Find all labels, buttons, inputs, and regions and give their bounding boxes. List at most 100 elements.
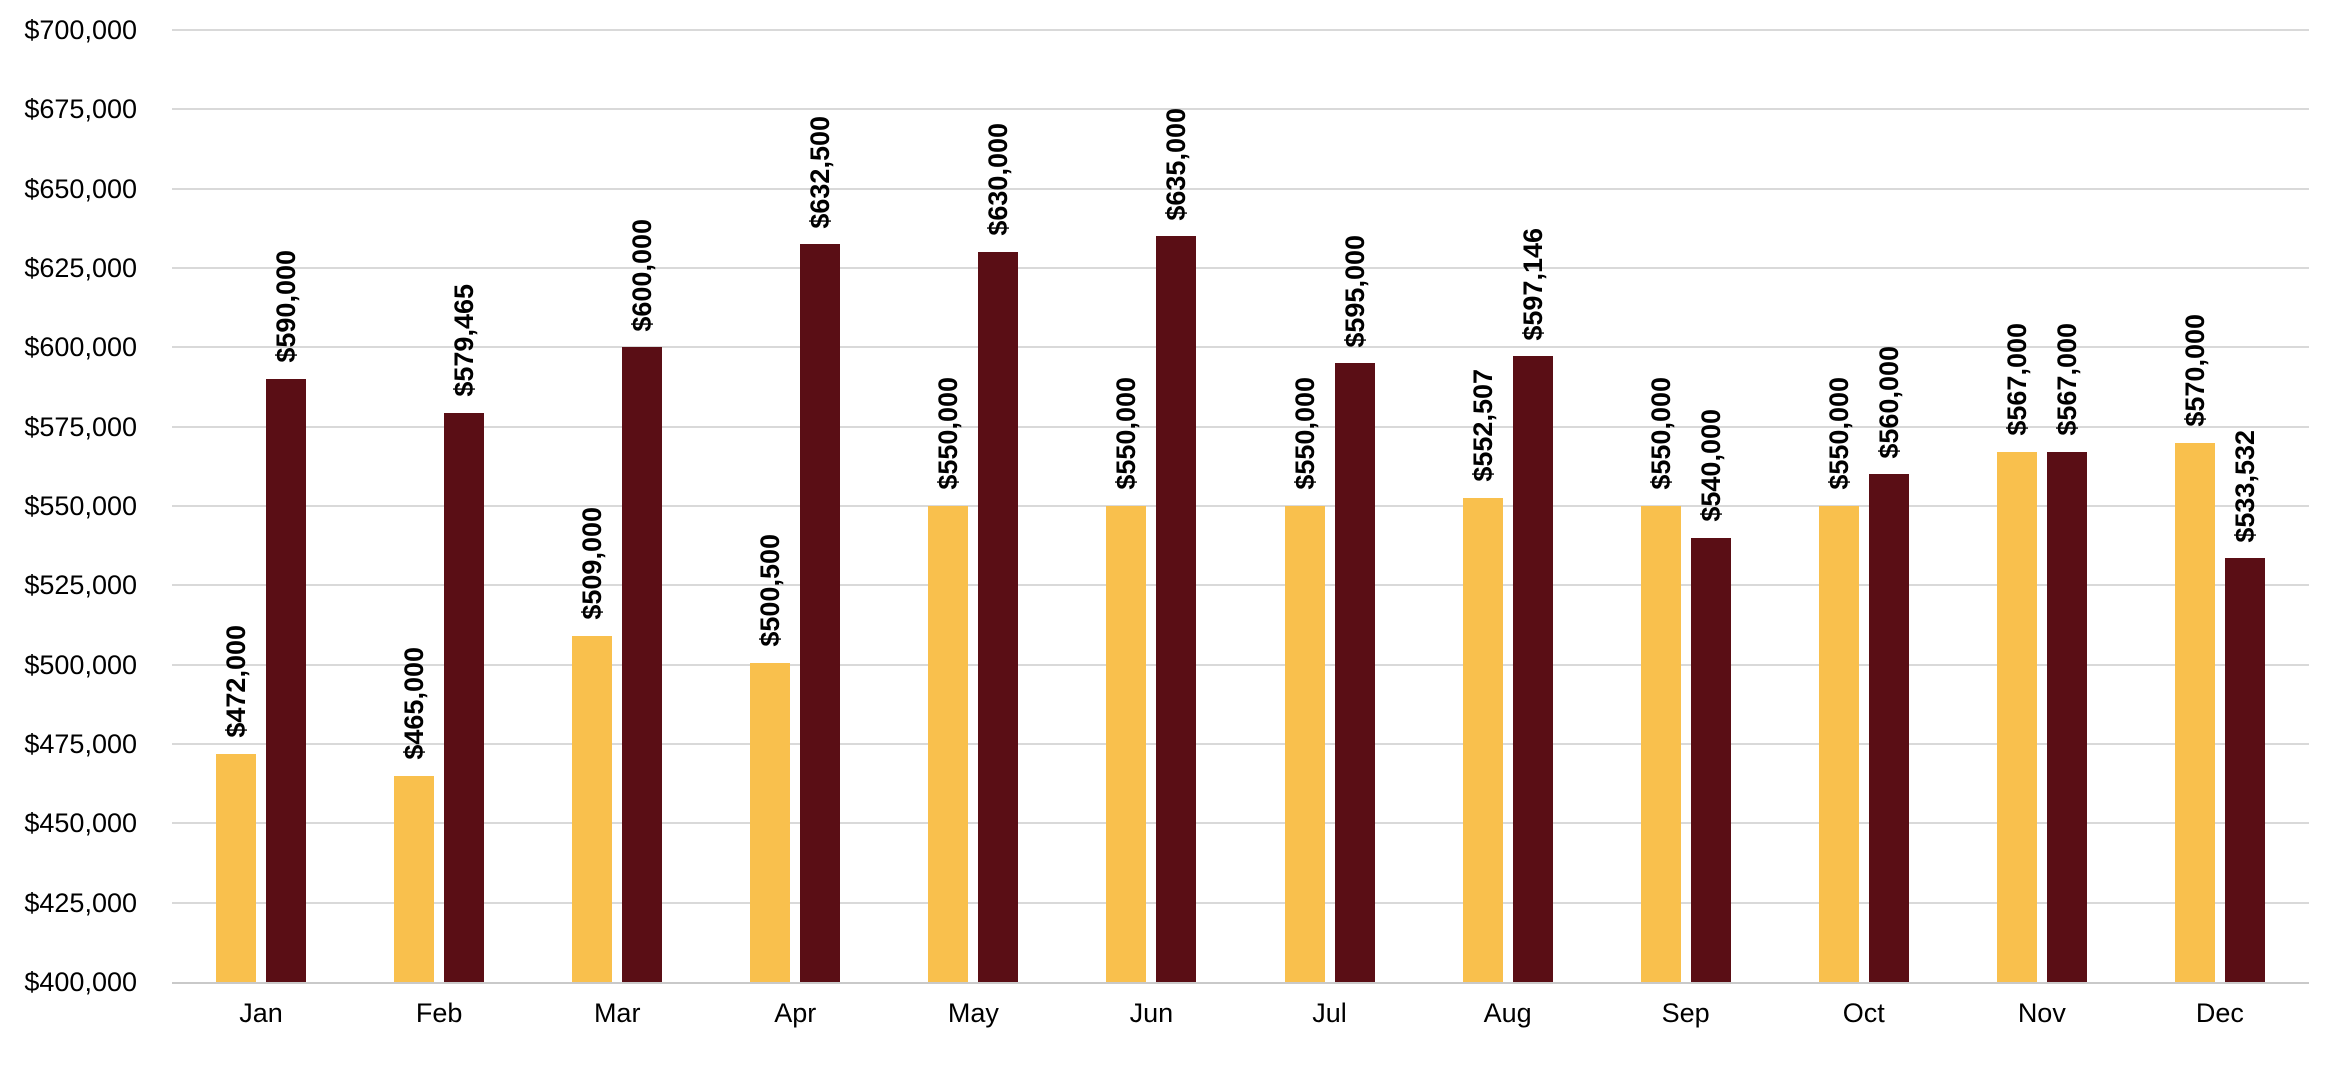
gold-bar-aug: $552,507 bbox=[1462, 369, 1503, 982]
bar-value-label: $635,000 bbox=[1161, 107, 1192, 221]
bar-group-apr: $500,500 $632,500 bbox=[706, 30, 884, 982]
y-axis-tick-label: $600,000 bbox=[24, 332, 137, 363]
y-axis-tick-label: $650,000 bbox=[24, 173, 137, 204]
maroon-bar-apr: $632,500 bbox=[800, 116, 841, 982]
gridline bbox=[172, 901, 2309, 904]
gridline bbox=[172, 108, 2309, 111]
x-axis-label-aug: Aug bbox=[1483, 998, 1532, 1028]
bar-value-label: $590,000 bbox=[271, 250, 302, 364]
gold-bar-oct: $550,000 bbox=[1818, 377, 1859, 982]
gold-bar-jan: $472,000 bbox=[216, 625, 257, 982]
y-axis-tick-label: $525,000 bbox=[24, 570, 137, 601]
y-axis-tick-label: $700,000 bbox=[24, 15, 137, 45]
gold-bar-dec: $570,000 bbox=[2174, 314, 2215, 982]
bar-value-label: $570,000 bbox=[2179, 313, 2210, 427]
y-axis-tick-label: $575,000 bbox=[24, 411, 137, 442]
maroon-bar-nov: $567,000 bbox=[2046, 323, 2087, 982]
maroon-bar-mar: $600,000 bbox=[622, 219, 663, 982]
y-axis-tick-label: $675,000 bbox=[24, 94, 137, 125]
bar-value-label: $552,507 bbox=[1467, 369, 1498, 482]
maroon-bar-jul: $595,000 bbox=[1334, 235, 1375, 982]
bar-groups: $472,000 $590,000 $465,000 $579,465 $509,000… bbox=[172, 30, 2309, 982]
bar-group-jan: $472,000 $590,000 bbox=[172, 30, 350, 982]
gridline bbox=[172, 505, 2309, 507]
bar-group-aug: $552,507 $597,146 bbox=[1419, 30, 1597, 982]
bar-value-label: $567,000 bbox=[2051, 323, 2082, 437]
maroon-bar-dec: $533,532 bbox=[2224, 430, 2265, 982]
gold-bar-apr: $500,500 bbox=[750, 534, 791, 982]
y-axis-tick-label: $450,000 bbox=[24, 808, 137, 839]
y-axis-labels: $700,000 $675,000 $650,000 $625,000 $600,000… bbox=[0, 0, 137, 1066]
gold-bar-jul: $550,000 bbox=[1284, 377, 1325, 982]
gold-bar-sep: $550,000 bbox=[1640, 377, 1681, 982]
bar-value-label: $550,000 bbox=[1289, 377, 1320, 490]
bar-value-label: $579,465 bbox=[449, 283, 480, 397]
gridline bbox=[172, 663, 2309, 666]
x-axis-label-mar: Mar bbox=[593, 998, 641, 1028]
x-axis-label-jan: Jan bbox=[239, 998, 283, 1028]
y-axis-tick-label: $550,000 bbox=[24, 491, 137, 521]
x-axis-label-jun: Jun bbox=[1129, 998, 1174, 1028]
gridline bbox=[172, 346, 2309, 349]
bar-value-label: $567,000 bbox=[2001, 323, 2032, 437]
bar-value-label: $550,000 bbox=[933, 377, 964, 490]
x-axis-line bbox=[172, 982, 2309, 984]
gold-bar-jun: $550,000 bbox=[1106, 377, 1147, 982]
maroon-bar-feb: $579,465 bbox=[444, 284, 485, 982]
bar-group-nov: $567,000 $567,000 bbox=[1953, 30, 2131, 982]
x-axis-labels: Jan Feb Mar Apr May Jun Jul Aug Sep Oct Nov Dec bbox=[172, 998, 2309, 1029]
gridline bbox=[172, 267, 2309, 269]
bar-value-label: $600,000 bbox=[627, 218, 658, 332]
x-axis-label-feb: Feb bbox=[415, 998, 463, 1028]
y-axis-tick-label: $400,000 bbox=[24, 967, 137, 997]
x-axis-label-jul: Jul bbox=[1312, 998, 1347, 1028]
bar-value-label: $632,500 bbox=[805, 115, 836, 229]
maroon-bar-may: $630,000 bbox=[978, 123, 1019, 982]
x-axis-label-oct: Oct bbox=[1842, 998, 1885, 1028]
bar-value-label: $595,000 bbox=[1339, 234, 1370, 348]
bar-group-jul: $550,000 $595,000 bbox=[1240, 30, 1418, 982]
bar-value-label: $465,000 bbox=[399, 647, 430, 760]
bar-group-may: $550,000 $630,000 bbox=[884, 30, 1062, 982]
x-axis-label-nov: Nov bbox=[2017, 998, 2066, 1028]
x-axis-label-may: May bbox=[947, 998, 999, 1028]
gridline bbox=[172, 822, 2309, 825]
gold-bar-mar: $509,000 bbox=[572, 507, 613, 982]
bar-group-feb: $465,000 $579,465 bbox=[350, 30, 528, 982]
maroon-bar-sep: $540,000 bbox=[1690, 409, 1731, 982]
y-axis-tick-label: $475,000 bbox=[24, 729, 137, 759]
bar-value-label: $550,000 bbox=[1111, 377, 1142, 490]
bar-group-dec: $570,000 $533,532 bbox=[2131, 30, 2309, 982]
bar-group-oct: $550,000 $560,000 bbox=[1775, 30, 1953, 982]
bar-value-label: $550,000 bbox=[1645, 377, 1676, 490]
bar-value-label: $550,000 bbox=[1823, 377, 1854, 490]
x-axis-label-dec: Dec bbox=[2195, 998, 2244, 1028]
bar-group-sep: $550,000 $540,000 bbox=[1597, 30, 1775, 982]
bar-value-label: $533,532 bbox=[2229, 429, 2260, 543]
gold-bar-nov: $567,000 bbox=[1996, 323, 2037, 982]
y-axis-tick-label: $500,000 bbox=[24, 649, 137, 680]
gridline bbox=[172, 425, 2309, 428]
x-axis-label-sep: Sep bbox=[1661, 998, 1710, 1028]
y-axis-tick-label: $425,000 bbox=[24, 887, 137, 918]
maroon-bar-jan: $590,000 bbox=[266, 250, 307, 982]
x-axis-label-apr: Apr bbox=[774, 998, 817, 1028]
gold-bar-may: $550,000 bbox=[928, 377, 969, 982]
bar-value-label: $597,146 bbox=[1517, 227, 1548, 341]
gridline bbox=[172, 29, 2309, 31]
plot-area: $472,000 $590,000 $465,000 $579,465 $509,000… bbox=[172, 29, 2309, 984]
maroon-bar-jun: $635,000 bbox=[1156, 108, 1197, 982]
maroon-bar-aug: $597,146 bbox=[1512, 228, 1553, 982]
gridline bbox=[172, 743, 2309, 745]
y-axis-tick-label: $625,000 bbox=[24, 253, 137, 283]
maroon-bar-oct: $560,000 bbox=[1868, 346, 1909, 982]
bar-group-mar: $509,000 $600,000 bbox=[528, 30, 706, 982]
bar-value-label: $500,500 bbox=[755, 534, 786, 648]
bar-value-label: $630,000 bbox=[983, 123, 1014, 237]
bar-value-label: $472,000 bbox=[221, 624, 252, 738]
gold-bar-feb: $465,000 bbox=[394, 647, 435, 982]
bar-value-label: $540,000 bbox=[1695, 409, 1726, 522]
gridline bbox=[172, 584, 2309, 587]
bar-value-label: $560,000 bbox=[1873, 345, 1904, 459]
